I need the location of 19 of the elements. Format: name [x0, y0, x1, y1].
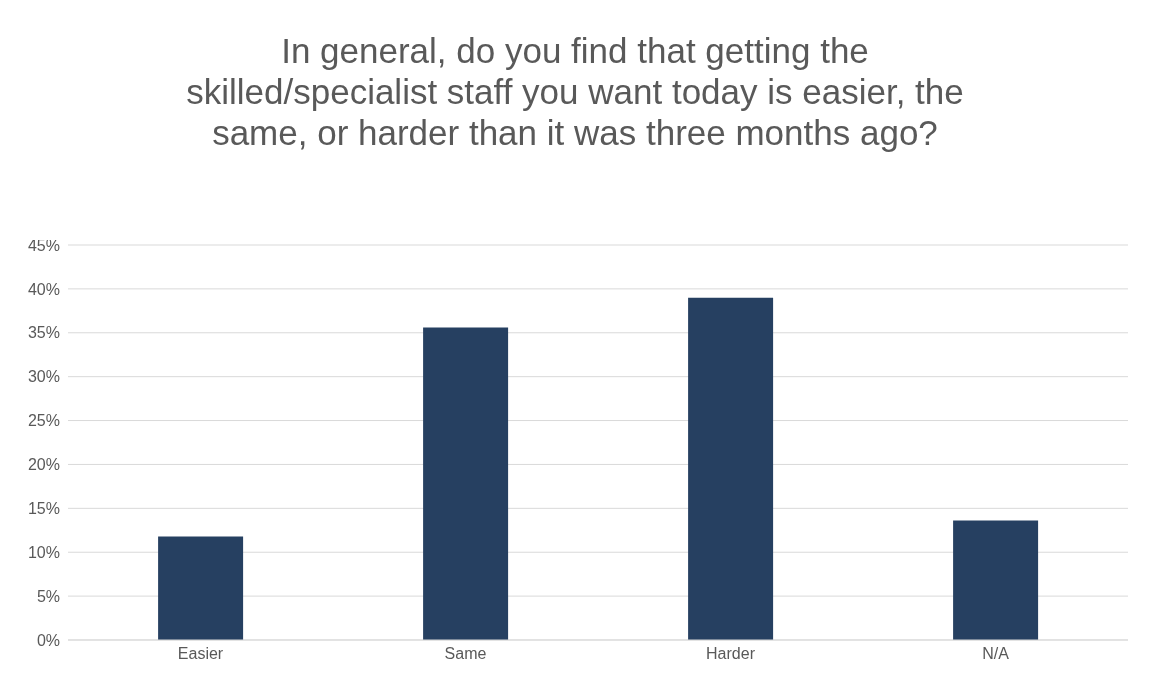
chart-title: In general, do you find that getting the skilled/specialist staff you want today is easier, the same, or harder than it was three months ago? — [185, 30, 965, 153]
x-tick-label: Harder — [706, 645, 756, 663]
x-tick-label: Easier — [177, 645, 224, 663]
bar — [423, 327, 509, 640]
y-tick-label: 5% — [36, 587, 60, 605]
y-tick-label: 10% — [27, 543, 60, 561]
x-tick-label: Same — [444, 645, 487, 663]
y-tick-label: 0% — [36, 631, 60, 649]
y-tick-label: 45% — [27, 236, 60, 254]
y-tick-label: 15% — [27, 500, 60, 518]
y-tick-label: 20% — [27, 456, 60, 474]
bar — [688, 297, 774, 640]
y-tick-label: 25% — [27, 412, 60, 430]
y-tick-label: 35% — [27, 324, 60, 342]
x-tick-label: N/A — [982, 645, 1010, 663]
bar — [158, 536, 244, 640]
y-tick-label: 30% — [27, 368, 60, 386]
bar — [953, 520, 1039, 640]
y-tick-label: 40% — [27, 280, 60, 298]
